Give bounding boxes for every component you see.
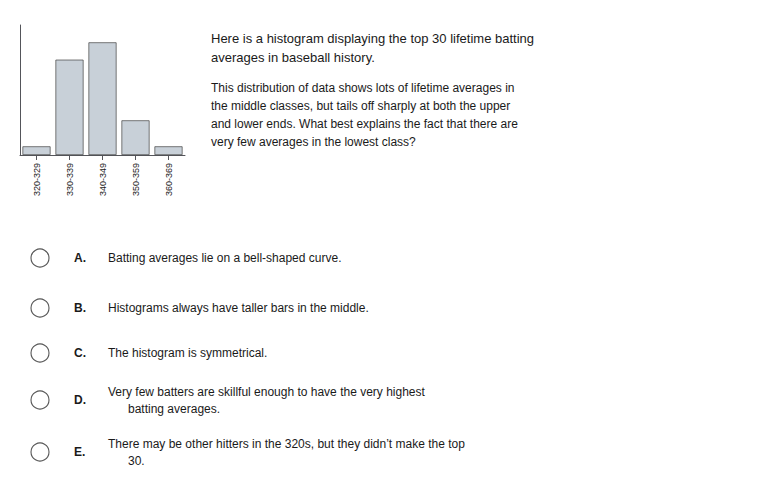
svg-text:30.: 30. bbox=[108, 454, 145, 468]
svg-text:320-329: 320-329 bbox=[32, 163, 42, 196]
svg-text:averages in baseball history.: averages in baseball history. bbox=[211, 50, 375, 65]
svg-text:There may be other hitters in: There may be other hitters in the 320s, … bbox=[108, 437, 465, 451]
svg-text:350-359: 350-359 bbox=[131, 163, 141, 196]
svg-text:Histograms always have taller: Histograms always have taller bars in th… bbox=[108, 301, 369, 315]
svg-text:C.: C. bbox=[74, 346, 86, 360]
svg-text:the middle classes, but tails: the middle classes, but tails off sharpl… bbox=[211, 99, 510, 113]
svg-text:batting averages.: batting averages. bbox=[108, 402, 220, 416]
svg-text:and lower ends. What best expl: and lower ends. What best explains the f… bbox=[211, 117, 518, 131]
svg-text:Batting averages lie on a bell: Batting averages lie on a bell-shaped cu… bbox=[108, 251, 341, 265]
svg-text:E.: E. bbox=[74, 445, 85, 459]
svg-text:very few averages in the lowes: very few averages in the lowest class? bbox=[211, 135, 416, 149]
svg-text:The histogram is symmetrical.: The histogram is symmetrical. bbox=[108, 346, 267, 360]
svg-text:This distribution of data show: This distribution of data shows lots of … bbox=[211, 81, 514, 95]
svg-text:340-349: 340-349 bbox=[98, 163, 108, 196]
svg-text:330-339: 330-339 bbox=[65, 163, 75, 196]
svg-text:Here is a histogram displaying: Here is a histogram displaying the top 3… bbox=[211, 31, 534, 46]
svg-text:B.: B. bbox=[74, 301, 86, 315]
svg-text:A.: A. bbox=[74, 251, 86, 265]
svg-text:D.: D. bbox=[74, 393, 86, 407]
svg-text:360-369: 360-369 bbox=[164, 163, 174, 196]
svg-text:Very few batters are skillful: Very few batters are skillful enough to … bbox=[108, 385, 426, 399]
